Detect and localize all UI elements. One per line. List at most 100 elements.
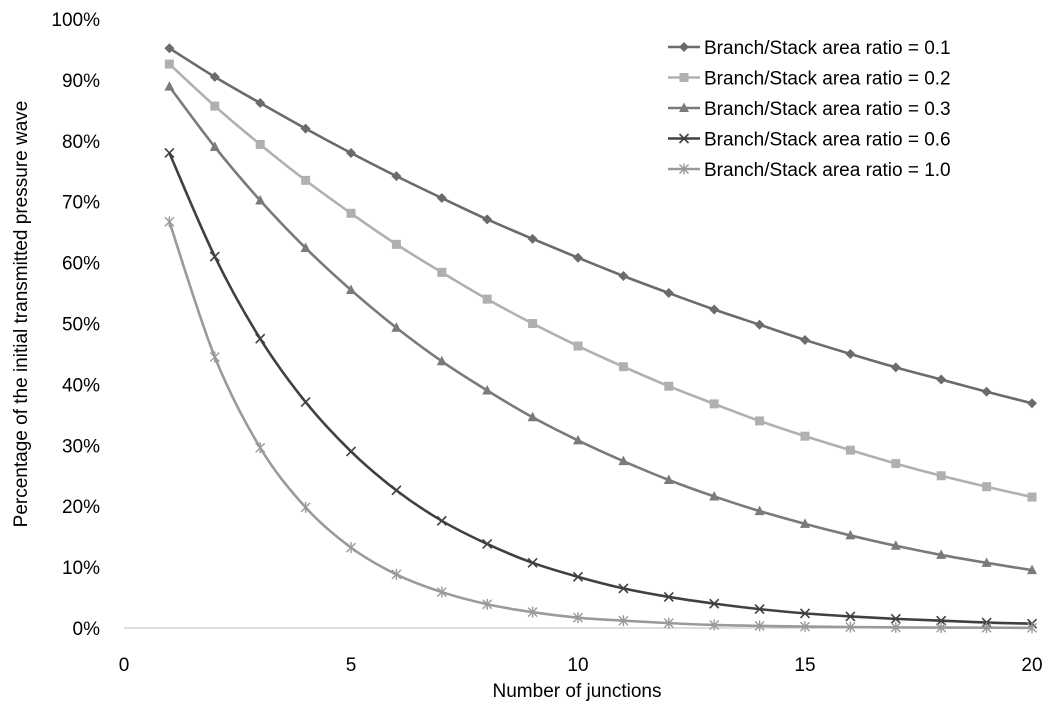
data-point: [618, 615, 629, 627]
data-point: [800, 518, 810, 528]
data-point: [209, 141, 220, 151]
data-point: [391, 568, 402, 580]
data-point: [800, 431, 810, 441]
data-point: [436, 355, 447, 366]
data-point: [482, 598, 493, 610]
y-tick-label: 50%: [62, 315, 100, 336]
x-axis-title: Number of junctions: [493, 681, 662, 702]
data-point: [573, 252, 583, 263]
data-point: [664, 381, 674, 391]
data-point: [982, 482, 992, 492]
y-tick-label: 0%: [73, 619, 101, 640]
series-4: [164, 147, 1038, 629]
legend-label: Branch/Stack area ratio = 0.6: [704, 130, 951, 151]
data-point: [346, 542, 356, 554]
data-point: [800, 621, 810, 633]
data-point: [709, 619, 720, 631]
legend-item: Branch/Stack area ratio = 0.2: [668, 69, 951, 90]
data-point: [1027, 622, 1037, 634]
data-point: [845, 529, 856, 540]
legend-item: Branch/Stack area ratio = 0.6: [668, 130, 951, 151]
data-point: [255, 442, 266, 454]
y-tick-label: 90%: [62, 71, 100, 92]
data-point: [663, 617, 674, 629]
data-point: [300, 123, 311, 134]
x-tick-label: 10: [567, 655, 588, 676]
data-point: [164, 147, 175, 159]
data-point: [709, 304, 720, 315]
y-tick-label: 40%: [62, 375, 100, 396]
axes: 0 5 10 15 20 0% 10% 20% 30% 40% 50% 60% 70% 80% 90% 100…: [51, 10, 1042, 676]
data-point: [572, 571, 584, 582]
data-point: [573, 612, 583, 624]
data-point: [527, 557, 538, 568]
data-point: [391, 171, 402, 182]
data-point: [936, 471, 946, 481]
y-tick-label: 80%: [62, 132, 100, 153]
data-point: [663, 591, 674, 603]
data-point: [890, 362, 901, 373]
data-point: [618, 583, 629, 594]
data-point: [391, 239, 401, 249]
legend-marker: [678, 133, 690, 144]
legend: Branch/Stack area ratio = 0.1 Branch/Stac…: [668, 38, 951, 181]
data-point: [255, 139, 265, 149]
data-point: [936, 622, 947, 634]
data-point: [618, 362, 628, 372]
legend-label: Branch/Stack area ratio = 0.1: [704, 38, 951, 59]
data-point: [663, 288, 674, 299]
data-point: [527, 606, 538, 618]
legend-marker: [679, 102, 689, 112]
data-point: [755, 416, 765, 426]
data-point: [936, 549, 947, 559]
data-point: [845, 348, 856, 359]
y-tick-label: 70%: [62, 193, 100, 214]
data-point: [573, 434, 583, 445]
data-point: [890, 540, 901, 550]
y-tick-label: 30%: [62, 436, 100, 457]
data-point: [300, 396, 311, 408]
data-point: [754, 620, 765, 632]
data-point: [436, 586, 447, 598]
legend-label: Branch/Stack area ratio = 1.0: [704, 160, 951, 181]
legend-marker: [679, 42, 689, 52]
x-tick-label: 0: [119, 655, 130, 676]
series-line: [168, 221, 1033, 630]
legend-item: Branch/Stack area ratio = 0.1: [668, 38, 951, 59]
data-point: [482, 214, 493, 225]
data-point: [164, 81, 175, 91]
data-point: [891, 459, 901, 469]
data-point: [210, 101, 220, 111]
y-tick-label: 100%: [51, 10, 100, 31]
data-point: [300, 501, 311, 513]
data-point: [482, 294, 492, 304]
data-point: [255, 98, 266, 109]
legend-item: Branch/Stack area ratio = 1.0: [668, 160, 951, 181]
x-tick-label: 5: [346, 655, 357, 676]
data-point: [1027, 564, 1037, 575]
y-tick-label: 60%: [62, 254, 100, 275]
data-point: [300, 242, 311, 252]
data-point: [346, 208, 356, 218]
data-point: [800, 334, 810, 345]
data-point: [209, 71, 220, 82]
data-point: [255, 194, 266, 205]
series-line: [168, 152, 1033, 626]
data-point: [981, 622, 992, 634]
series-3: [164, 81, 1037, 575]
data-point: [164, 216, 175, 228]
legend-item: Branch/Stack area ratio = 0.3: [668, 99, 951, 120]
data-point: [754, 604, 765, 615]
data-point: [527, 233, 538, 244]
y-tick-label: 10%: [62, 558, 100, 579]
data-point: [209, 251, 220, 262]
data-point: [436, 193, 447, 204]
series-5: [164, 216, 1037, 634]
data-point: [754, 505, 765, 516]
legend-label: Branch/Stack area ratio = 0.3: [704, 99, 951, 120]
data-point: [436, 515, 447, 526]
data-point: [482, 538, 493, 550]
x-tick-label: 20: [1021, 655, 1042, 676]
data-point: [391, 485, 402, 496]
